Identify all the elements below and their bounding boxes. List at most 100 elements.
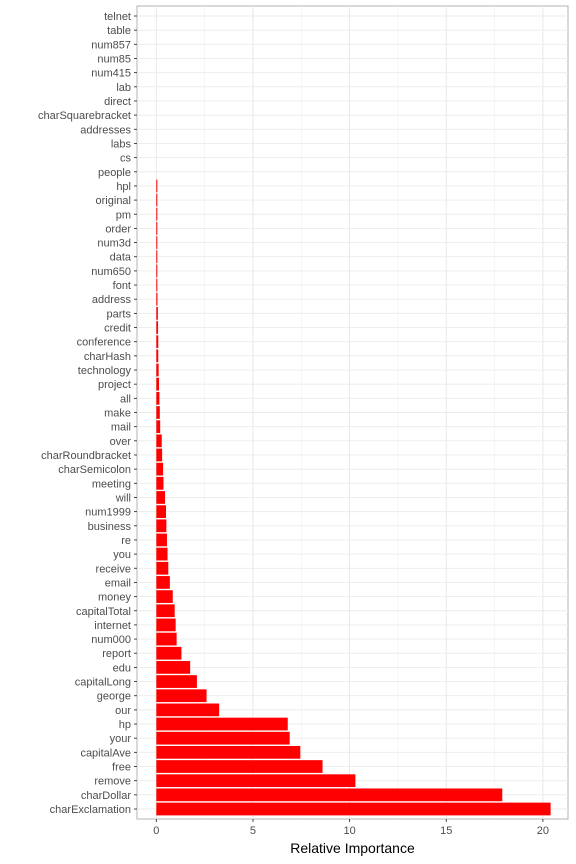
- y-tick-label: mail: [111, 422, 131, 434]
- bar-our: [156, 703, 220, 717]
- x-tick-label: 10: [343, 825, 355, 837]
- y-tick-label: lab: [116, 82, 131, 94]
- y-tick-label: original: [96, 195, 131, 207]
- bar-hp: [156, 717, 288, 731]
- y-tick-label: make: [104, 408, 131, 420]
- y-tick-label: address: [92, 294, 132, 306]
- bar-technology: [156, 363, 159, 377]
- bar-your: [156, 731, 290, 745]
- bars: [156, 179, 551, 816]
- y-tick-label: over: [110, 436, 132, 448]
- y-tick-label: receive: [96, 563, 131, 575]
- bar-original: [156, 193, 158, 207]
- bar-hpl: [156, 179, 158, 193]
- y-tick-label: num857: [91, 39, 131, 51]
- y-tick-label: charRoundbracket: [41, 450, 131, 462]
- y-tick-label: hpl: [116, 181, 131, 193]
- y-tick-label: edu: [113, 662, 131, 674]
- bar-capitalLong: [156, 675, 197, 688]
- y-tick-label: remove: [94, 776, 131, 788]
- y-tick-label: labs: [111, 138, 132, 150]
- y-tick-label: num1999: [85, 507, 131, 519]
- y-axis-labels: telnet table num857 num85 num415 lab direct cha…: [38, 11, 137, 816]
- bar-make: [156, 406, 160, 419]
- bar-remove: [156, 774, 356, 788]
- bar-charHash: [156, 349, 159, 363]
- y-tick-label: internet: [94, 620, 131, 632]
- y-tick-label: re: [121, 535, 131, 547]
- x-tick-label: 0: [153, 825, 159, 837]
- y-tick-label: num85: [97, 53, 131, 65]
- y-tick-label: you: [113, 549, 131, 561]
- bar-num1999: [156, 505, 166, 518]
- bar-charExclamation: [156, 802, 551, 816]
- bar-report: [156, 646, 182, 660]
- y-tick-label: your: [110, 733, 132, 745]
- bar-num3d: [156, 236, 158, 249]
- x-tick-label: 5: [250, 825, 256, 837]
- bar-you: [156, 547, 168, 561]
- y-tick-label: people: [98, 167, 131, 179]
- y-tick-label: table: [107, 25, 131, 37]
- bar-charRoundbracket: [156, 448, 163, 462]
- y-tick-label: hp: [119, 719, 131, 731]
- y-tick-label: direct: [104, 96, 131, 108]
- x-axis-title: Relative Importance: [290, 840, 415, 856]
- y-tick-label: business: [88, 521, 132, 533]
- y-tick-label: all: [120, 393, 131, 405]
- y-tick-label: charDollar: [81, 790, 131, 802]
- bar-charSemicolon: [156, 462, 164, 476]
- y-tick-label: charSemicolon: [58, 464, 131, 476]
- bar-address: [156, 292, 158, 306]
- x-tick-label: 20: [537, 825, 549, 837]
- bar-edu: [156, 661, 191, 674]
- y-tick-label: charHash: [84, 351, 131, 363]
- bar-george: [156, 689, 207, 703]
- bar-capitalTotal: [156, 604, 175, 618]
- bar-num000: [156, 632, 177, 646]
- bar-order: [156, 222, 158, 235]
- bar-meeting: [156, 476, 164, 490]
- bar-credit: [156, 321, 159, 334]
- y-tick-label: capitalAve: [80, 747, 131, 759]
- y-tick-label: font: [113, 280, 131, 292]
- y-tick-label: george: [97, 691, 131, 703]
- y-tick-label: cs: [120, 153, 132, 165]
- bar-will: [156, 491, 166, 504]
- y-tick-label: email: [105, 577, 131, 589]
- bar-capitalAve: [156, 745, 301, 759]
- bar-project: [156, 377, 160, 391]
- bar-mail: [156, 420, 161, 434]
- y-tick-label: addresses: [80, 124, 131, 136]
- y-tick-label: will: [115, 492, 131, 504]
- bar-internet: [156, 618, 176, 632]
- y-tick-label: conference: [77, 337, 131, 349]
- bar-pm: [156, 207, 158, 221]
- y-tick-label: report: [102, 648, 131, 660]
- y-tick-label: money: [98, 592, 132, 604]
- y-tick-label: num3d: [97, 238, 131, 250]
- y-tick-label: num000: [91, 634, 131, 646]
- y-tick-label: capitalTotal: [76, 606, 131, 618]
- y-tick-label: free: [112, 762, 131, 774]
- x-axis-ticks: 0 5 10 15 20: [153, 819, 549, 837]
- x-tick-label: 15: [440, 825, 452, 837]
- bar-money: [156, 590, 173, 603]
- y-tick-label: charExclamation: [50, 804, 131, 816]
- bar-parts: [156, 307, 158, 320]
- bar-email: [156, 576, 170, 589]
- y-tick-label: charSquarebracket: [38, 110, 131, 122]
- bar-all: [156, 391, 160, 405]
- bar-free: [156, 760, 323, 773]
- y-tick-label: num415: [91, 68, 131, 80]
- y-tick-label: project: [98, 379, 131, 391]
- bar-num650: [156, 264, 158, 278]
- y-tick-label: telnet: [104, 11, 131, 23]
- y-tick-label: technology: [78, 365, 132, 377]
- grid-lines: [137, 6, 568, 819]
- y-tick-label: data: [110, 252, 132, 264]
- y-tick-label: our: [115, 705, 131, 717]
- bar-font: [156, 278, 158, 292]
- bar-over: [156, 434, 162, 448]
